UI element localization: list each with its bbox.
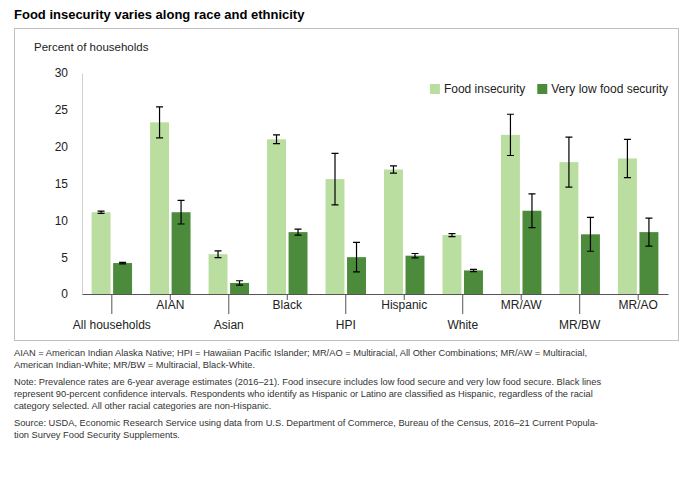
- bar: [289, 232, 308, 294]
- error-bar: [412, 253, 419, 257]
- error-bar: [331, 153, 338, 205]
- x-tick: AIAN: [156, 294, 184, 312]
- y-tick-label: 0: [61, 287, 68, 301]
- footnote: category selected. All other racial cate…: [14, 401, 271, 411]
- y-tick: 30: [55, 66, 82, 80]
- legend-swatch: [430, 84, 440, 94]
- error-bar: [624, 139, 631, 177]
- footnote: American Indian-White; MR/BW = Multiraci…: [14, 360, 255, 370]
- y-tick-label: 5: [61, 251, 68, 265]
- error-bar: [565, 137, 572, 187]
- x-tick: All households: [73, 294, 151, 332]
- legend-swatch: [537, 84, 547, 94]
- error-bar: [507, 114, 514, 155]
- x-tick: MR/AO: [619, 294, 658, 312]
- footnote: Source: USDA, Economic Research Service …: [14, 418, 598, 428]
- chart-frame: [15, 29, 679, 341]
- bar: [209, 254, 228, 294]
- error-bar: [448, 234, 455, 237]
- x-tick-label: Black: [273, 298, 303, 312]
- x-tick-label: All households: [73, 318, 151, 332]
- x-tick: Hispanic: [381, 294, 427, 312]
- error-bar: [119, 262, 126, 263]
- x-tick: White: [447, 294, 478, 332]
- y-axis-line: [82, 74, 83, 295]
- y-tick-label: 20: [55, 140, 69, 154]
- y-tick: 25: [55, 103, 82, 117]
- bar: [406, 256, 425, 294]
- x-tick: MR/AW: [501, 294, 543, 312]
- y-tick: 15: [55, 177, 82, 191]
- x-tick-label: Asian: [214, 318, 244, 332]
- y-tick-label: 15: [55, 177, 69, 191]
- error-bar: [215, 251, 222, 258]
- error-bar: [390, 166, 397, 173]
- x-tick-mark: [462, 294, 463, 314]
- x-tick-label: AIAN: [156, 298, 184, 312]
- x-tick: MR/BW: [559, 294, 601, 332]
- x-tick-label: Hispanic: [381, 298, 427, 312]
- y-tick: 20: [55, 140, 82, 154]
- footnotes: AIAN = American Indian Alaska Native; HP…: [14, 348, 601, 440]
- legend-label: Food insecurity: [444, 82, 525, 96]
- x-tick-label: MR/AO: [619, 298, 658, 312]
- bar: [618, 158, 637, 294]
- bar: [92, 212, 111, 294]
- error-bar: [178, 200, 185, 224]
- bar: [113, 263, 132, 294]
- error-bars: [119, 194, 652, 285]
- x-tick-label: MR/AW: [501, 298, 543, 312]
- x-tick: Asian: [214, 294, 244, 332]
- plot-area: [92, 107, 659, 294]
- y-tick: 10: [55, 214, 82, 228]
- x-tick-mark: [345, 294, 346, 314]
- error-bar: [236, 281, 243, 285]
- error-bar: [98, 211, 105, 213]
- x-tick-label: HPI: [336, 318, 356, 332]
- y-tick: 0: [61, 287, 82, 301]
- x-tick-mark: [228, 294, 229, 314]
- x-tick: HPI: [336, 294, 356, 332]
- error-bar: [587, 217, 594, 251]
- error-bar: [156, 107, 163, 138]
- y-tick: 5: [61, 251, 82, 265]
- error-bar: [470, 269, 477, 271]
- footnote: tion Survey Food Security Supplements.: [14, 430, 180, 440]
- error-bar: [353, 242, 360, 271]
- error-bar: [645, 218, 652, 246]
- bar-series: [113, 211, 658, 294]
- bar: [384, 170, 403, 294]
- bar-series: [92, 122, 637, 294]
- error-bar: [295, 229, 302, 235]
- error-bars: [98, 107, 631, 258]
- y-tick-label: 25: [55, 103, 69, 117]
- x-tick-mark: [111, 294, 112, 314]
- error-bar: [273, 135, 280, 144]
- y-tick-label: 30: [55, 66, 69, 80]
- legend-item: Food insecurity: [430, 82, 525, 96]
- x-tick-label: White: [447, 318, 478, 332]
- x-tick-label: MR/BW: [559, 318, 601, 332]
- x-axis: All households AIAN Asian Black HPI Hispanic W…: [73, 294, 669, 332]
- legend-item: Very low food security: [537, 82, 668, 96]
- x-tick: Black: [273, 294, 303, 312]
- bar: [267, 139, 286, 294]
- chart: Food insecurity varies along race and et…: [0, 0, 691, 495]
- legend-label: Very low food security: [551, 82, 668, 96]
- x-tick-mark: [579, 294, 580, 314]
- y-axis-title: Percent of households: [34, 41, 149, 53]
- bar: [442, 235, 461, 294]
- bar: [501, 135, 520, 294]
- error-bar: [528, 194, 535, 228]
- footnote: AIAN = American Indian Alaska Native; HP…: [14, 348, 587, 358]
- footnote: represent 90-percent confidence interval…: [14, 389, 593, 399]
- legend: Food insecurity Very low food security: [430, 82, 668, 96]
- y-tick-label: 10: [55, 214, 69, 228]
- bar: [150, 122, 169, 294]
- title: Food insecurity varies along race and et…: [14, 7, 305, 22]
- footnote: Note: Prevalence rates are 6-year averag…: [14, 377, 601, 387]
- bar: [464, 270, 483, 294]
- y-axis: 0 5 10 15 20 25 30: [55, 66, 83, 301]
